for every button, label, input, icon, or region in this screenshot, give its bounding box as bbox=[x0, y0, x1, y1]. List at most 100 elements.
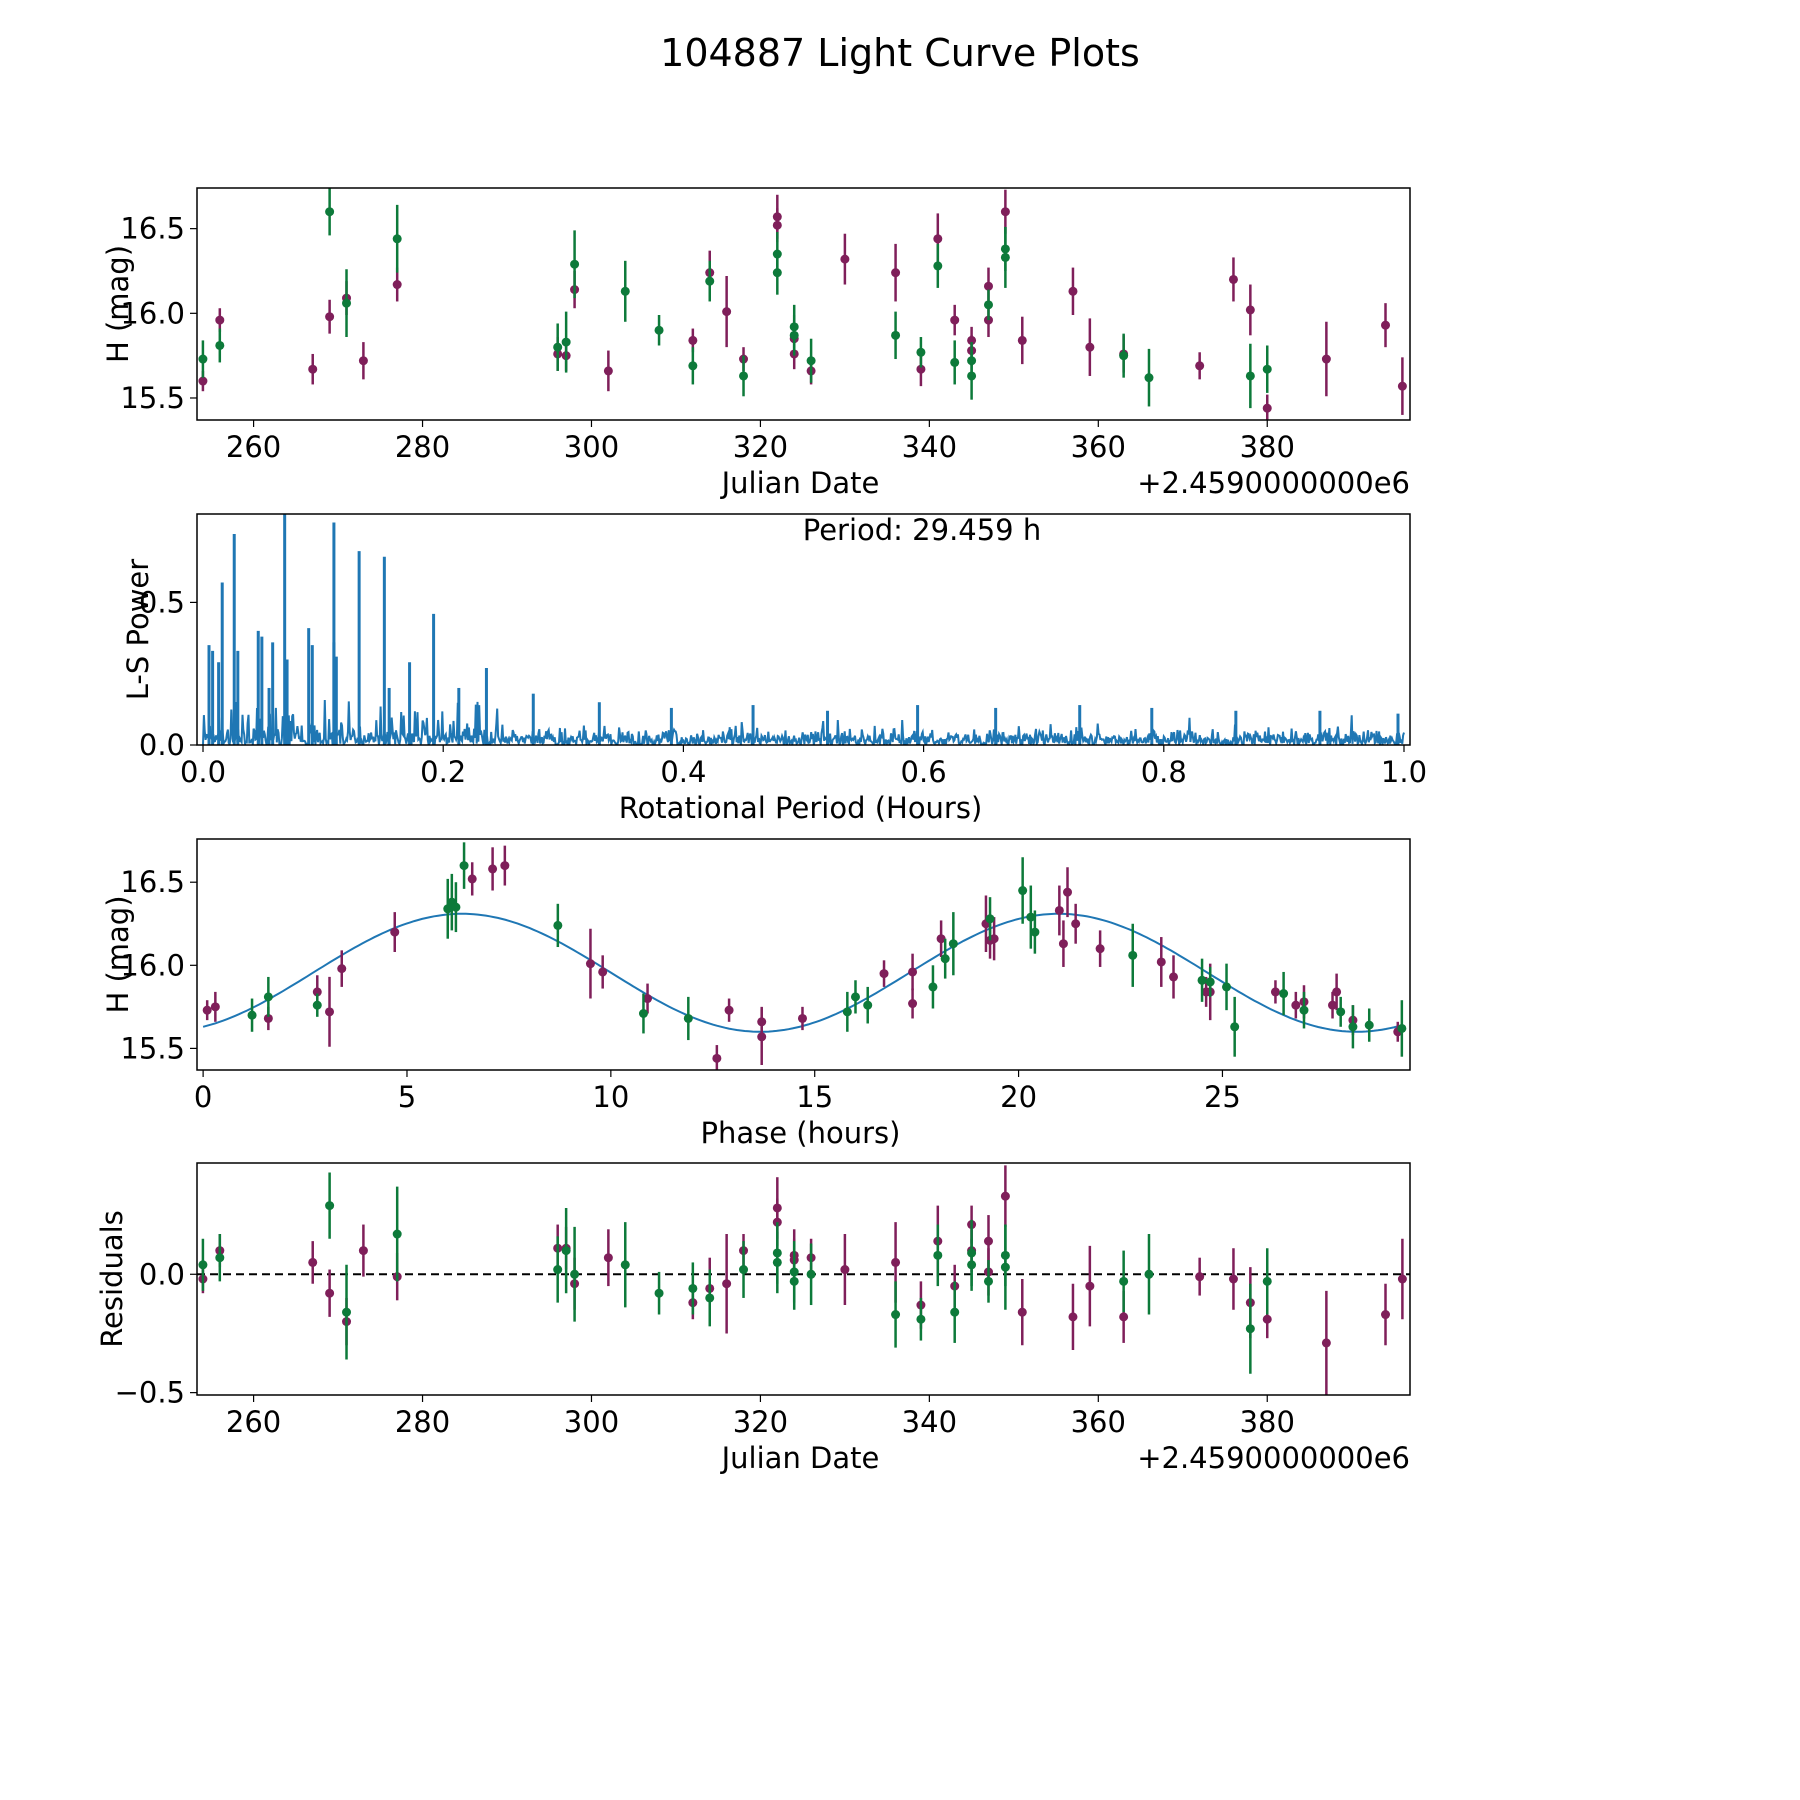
data-point bbox=[654, 325, 664, 335]
data-point bbox=[202, 1005, 212, 1015]
data-point bbox=[789, 1276, 799, 1286]
data-point bbox=[553, 920, 563, 930]
data-point bbox=[891, 1310, 901, 1320]
data-point bbox=[1000, 252, 1010, 262]
data-point bbox=[620, 286, 630, 296]
data-point bbox=[1348, 1022, 1358, 1032]
x-tick-label: 0.6 bbox=[901, 755, 947, 789]
y-tick-label: 16.0 bbox=[120, 296, 185, 330]
data-point bbox=[1245, 305, 1255, 315]
data-point bbox=[840, 254, 850, 264]
x-tick-label: 360 bbox=[1071, 1405, 1126, 1439]
data-point bbox=[1169, 972, 1179, 982]
panel-phased: 0 5 10 15 20 25 15.5 16.0 16.5 Phase (hours) H (ma… bbox=[101, 838, 1411, 1150]
data-point bbox=[705, 1293, 715, 1303]
data-point bbox=[325, 312, 335, 322]
x-tick-label: 260 bbox=[226, 430, 281, 464]
data-point bbox=[263, 992, 273, 1002]
data-point bbox=[989, 934, 999, 944]
y-tick-label: 0.5 bbox=[139, 585, 185, 619]
panel-periodogram: 0.0 0.2 0.4 0.6 0.8 1.0 0.0 0.5 Rotational Perio… bbox=[121, 513, 1427, 825]
data-point bbox=[1205, 977, 1215, 987]
data-point bbox=[983, 281, 993, 291]
y-tick-label: 16.5 bbox=[120, 212, 185, 246]
data-point bbox=[967, 1248, 977, 1258]
data-point bbox=[358, 356, 368, 366]
x-tick-label: 300 bbox=[564, 1405, 619, 1439]
data-point bbox=[390, 927, 400, 937]
data-point bbox=[705, 276, 715, 286]
data-point bbox=[916, 364, 926, 374]
x-tick-label: 260 bbox=[226, 1405, 281, 1439]
model-fit-curve bbox=[202, 912, 1399, 1033]
x-tick-label: 300 bbox=[564, 430, 619, 464]
x-offset-label: +2.4590000000e6 bbox=[1137, 1441, 1410, 1475]
data-point bbox=[724, 1005, 734, 1015]
data-point bbox=[1228, 274, 1238, 284]
data-point bbox=[1000, 207, 1010, 217]
axes-frame bbox=[196, 838, 1411, 1071]
data-point bbox=[1381, 320, 1391, 330]
x-tick-label: 340 bbox=[902, 430, 957, 464]
data-point bbox=[712, 1053, 722, 1063]
data-point bbox=[325, 207, 335, 217]
data-point bbox=[392, 1229, 402, 1239]
x-tick-label: 0.8 bbox=[1141, 755, 1187, 789]
data-point bbox=[198, 354, 208, 364]
data-point bbox=[337, 964, 347, 974]
data-point bbox=[863, 1000, 873, 1010]
data-point bbox=[1262, 1314, 1272, 1324]
x-tick-label: 280 bbox=[395, 430, 450, 464]
x-offset-label: +2.4590000000e6 bbox=[1137, 466, 1410, 500]
data-point bbox=[342, 1307, 352, 1317]
data-point bbox=[983, 1276, 993, 1286]
data-point bbox=[1222, 982, 1232, 992]
data-point bbox=[325, 1007, 335, 1017]
data-point bbox=[1195, 361, 1205, 371]
x-tick-label: 20 bbox=[1000, 1080, 1037, 1114]
data-point bbox=[561, 1246, 571, 1256]
x-tick-label: 15 bbox=[796, 1080, 833, 1114]
data-point bbox=[1085, 1281, 1095, 1291]
periodogram-line bbox=[202, 699, 1405, 745]
data-point bbox=[1017, 1307, 1027, 1317]
data-point bbox=[312, 987, 322, 997]
data-point bbox=[842, 1007, 852, 1017]
data-point bbox=[325, 1201, 335, 1211]
data-point bbox=[443, 904, 453, 914]
data-point bbox=[308, 364, 318, 374]
data-point bbox=[1054, 905, 1064, 915]
plot-area bbox=[197, 1165, 1410, 1395]
data-point bbox=[598, 967, 608, 977]
y-tick-label: 0.0 bbox=[139, 728, 185, 762]
data-point bbox=[936, 934, 946, 944]
data-point bbox=[688, 335, 698, 345]
data-point bbox=[215, 1253, 225, 1263]
data-point bbox=[1195, 1272, 1205, 1282]
data-point bbox=[950, 315, 960, 325]
y-axis-label: Residuals bbox=[95, 1210, 129, 1348]
period-annotation: Period: 29.459 h bbox=[803, 513, 1042, 547]
data-point bbox=[1336, 1007, 1346, 1017]
data-point bbox=[916, 1314, 926, 1324]
x-tick-label: 380 bbox=[1240, 1405, 1295, 1439]
data-point bbox=[916, 347, 926, 357]
data-point bbox=[1058, 939, 1068, 949]
y-tick-label: 16.5 bbox=[120, 865, 185, 899]
data-point bbox=[806, 356, 816, 366]
plot-area bbox=[202, 842, 1407, 1070]
data-point bbox=[1017, 335, 1027, 345]
data-point bbox=[1397, 1023, 1407, 1033]
data-point bbox=[806, 1269, 816, 1279]
axes-frame bbox=[196, 187, 1411, 421]
data-point bbox=[950, 1307, 960, 1317]
data-point bbox=[342, 298, 352, 308]
data-point bbox=[325, 1288, 335, 1298]
data-point bbox=[210, 1002, 220, 1012]
data-point bbox=[392, 280, 402, 290]
plot-area bbox=[202, 514, 1405, 745]
figure-title: 104887 Light Curve Plots bbox=[660, 31, 1140, 75]
x-tick-label: 0.0 bbox=[180, 755, 226, 789]
data-point bbox=[688, 361, 698, 371]
data-point bbox=[1144, 1269, 1154, 1279]
